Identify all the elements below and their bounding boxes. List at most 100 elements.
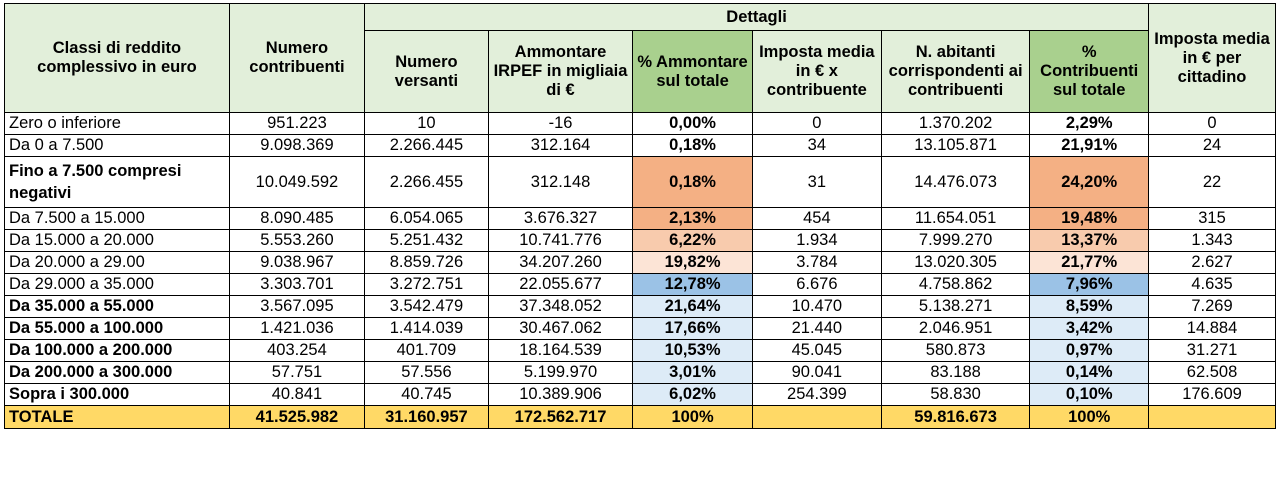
cell-imposta-media: 6.676 — [751, 273, 882, 296]
cell-perc-contribuenti: 19,48% — [1029, 207, 1150, 230]
table-row: Da 20.000 a 29.00 9.038.967 8.859.726 34.20… — [4, 251, 1276, 274]
table-row: Da 29.000 a 35.000 3.303.701 3.272.751 22.0… — [4, 273, 1276, 296]
cell-imposta-media: 34 — [751, 134, 882, 157]
cell-versanti: 40.745 — [364, 383, 489, 406]
cell-totale-label: TOTALE — [4, 405, 230, 429]
cell-abitanti: 11.654.051 — [880, 207, 1031, 230]
cell-versanti: 5.251.432 — [364, 229, 489, 252]
cell-perc-ammontare: 0,18% — [632, 156, 753, 208]
cell-imposta-media: 10.470 — [751, 295, 882, 318]
cell-imposta-media: 3.784 — [751, 251, 882, 274]
cell-versanti: 1.414.039 — [364, 317, 489, 340]
cell-contribuenti: 1.421.036 — [228, 317, 366, 340]
cell-perc-contribuenti: 2,29% — [1029, 112, 1150, 135]
cell-abitanti: 2.046.951 — [880, 317, 1031, 340]
cell-totale-imposta-media — [751, 405, 882, 429]
cell-abitanti: 13.020.305 — [880, 251, 1031, 274]
cell-imposta-media: 90.041 — [751, 361, 882, 384]
cell-ammontare: 34.207.260 — [487, 251, 634, 274]
cell-totale-ammontare: 172.562.717 — [487, 405, 634, 429]
table-row: Fino a 7.500 compresi negativi 10.049.592… — [4, 156, 1276, 208]
cell-imposta-media: 21.440 — [751, 317, 882, 340]
table-row: Da 7.500 a 15.000 8.090.485 6.054.065 3.676… — [4, 207, 1276, 230]
cell-imposta-cittadino: 24 — [1148, 134, 1276, 157]
cell-perc-ammontare: 6,22% — [632, 229, 753, 252]
cell-abitanti: 13.105.871 — [880, 134, 1031, 157]
cell-perc-ammontare: 12,78% — [632, 273, 753, 296]
cell-perc-ammontare: 3,01% — [632, 361, 753, 384]
cell-versanti: 401.709 — [364, 339, 489, 362]
cell-abitanti: 7.999.270 — [880, 229, 1031, 252]
cell-perc-contribuenti: 3,42% — [1029, 317, 1150, 340]
cell-contribuenti: 3.567.095 — [228, 295, 366, 318]
total-row: TOTALE 41.525.982 31.160.957 172.562.717 100… — [4, 405, 1276, 429]
table-row: Da 55.000 a 100.000 1.421.036 1.414.039 30.… — [4, 317, 1276, 340]
cell-abitanti: 14.476.073 — [880, 156, 1031, 208]
cell-imposta-cittadino: 7.269 — [1148, 295, 1276, 318]
cell-classe-reddito: Da 29.000 a 35.000 — [4, 273, 230, 296]
cell-contribuenti: 9.098.369 — [228, 134, 366, 157]
cell-imposta-cittadino: 176.609 — [1148, 383, 1276, 406]
cell-versanti: 2.266.445 — [364, 134, 489, 157]
table-row: Da 200.000 a 300.000 57.751 57.556 5.199.97… — [4, 361, 1276, 384]
irpef-income-classes-table: Classi di reddito complessivo in euro Nu… — [4, 3, 1276, 429]
cell-imposta-media: 254.399 — [751, 383, 882, 406]
table-body: Zero o inferiore 951.223 10 -16 0,00% 0 1.370.… — [4, 112, 1276, 429]
cell-abitanti: 580.873 — [880, 339, 1031, 362]
cell-imposta-cittadino: 1.343 — [1148, 229, 1276, 252]
cell-ammontare: 312.148 — [487, 156, 634, 208]
cell-perc-contribuenti: 21,77% — [1029, 251, 1150, 274]
cell-classe-reddito: Zero o inferiore — [4, 112, 230, 135]
cell-perc-ammontare: 0,00% — [632, 112, 753, 135]
cell-imposta-media: 1.934 — [751, 229, 882, 252]
table-row: Da 100.000 a 200.000 403.254 401.709 18.164… — [4, 339, 1276, 362]
header-imposta-media-cittadino: Imposta media in € per cittadino — [1148, 3, 1276, 113]
cell-totale-imposta-cittadino — [1148, 405, 1276, 429]
cell-abitanti: 5.138.271 — [880, 295, 1031, 318]
cell-classe-reddito: Da 55.000 a 100.000 — [4, 317, 230, 340]
cell-perc-ammontare: 17,66% — [632, 317, 753, 340]
cell-totale-versanti: 31.160.957 — [364, 405, 489, 429]
header-perc-contribuenti: % Contribuenti sul totale — [1029, 30, 1150, 113]
table-row: Zero o inferiore 951.223 10 -16 0,00% 0 1.370.… — [4, 112, 1276, 135]
cell-classe-reddito: Da 15.000 a 20.000 — [4, 229, 230, 252]
cell-ammontare: 10.741.776 — [487, 229, 634, 252]
cell-perc-contribuenti: 0,97% — [1029, 339, 1150, 362]
cell-abitanti: 1.370.202 — [880, 112, 1031, 135]
cell-versanti: 3.542.479 — [364, 295, 489, 318]
header-classi-reddito: Classi di reddito complessivo in euro — [4, 3, 230, 113]
cell-imposta-cittadino: 14.884 — [1148, 317, 1276, 340]
cell-imposta-cittadino: 4.635 — [1148, 273, 1276, 296]
cell-versanti: 57.556 — [364, 361, 489, 384]
cell-ammontare: 37.348.052 — [487, 295, 634, 318]
cell-ammontare: 5.199.970 — [487, 361, 634, 384]
cell-totale-abitanti: 59.816.673 — [880, 405, 1031, 429]
cell-contribuenti: 10.049.592 — [228, 156, 366, 208]
cell-perc-ammontare: 19,82% — [632, 251, 753, 274]
cell-contribuenti: 40.841 — [228, 383, 366, 406]
cell-ammontare: -16 — [487, 112, 634, 135]
cell-ammontare: 3.676.327 — [487, 207, 634, 230]
cell-ammontare: 312.164 — [487, 134, 634, 157]
header-numero-contribuenti: Numero contribuenti — [228, 3, 366, 113]
cell-perc-contribuenti: 0,10% — [1029, 383, 1150, 406]
cell-abitanti: 58.830 — [880, 383, 1031, 406]
table-row: Da 15.000 a 20.000 5.553.260 5.251.432 10.7… — [4, 229, 1276, 252]
cell-perc-ammontare: 21,64% — [632, 295, 753, 318]
cell-totale-contribuenti: 41.525.982 — [228, 405, 366, 429]
cell-abitanti: 4.758.862 — [880, 273, 1031, 296]
cell-versanti: 8.859.726 — [364, 251, 489, 274]
cell-perc-contribuenti: 7,96% — [1029, 273, 1150, 296]
cell-perc-contribuenti: 8,59% — [1029, 295, 1150, 318]
cell-imposta-media: 454 — [751, 207, 882, 230]
header-dettagli: Dettagli — [364, 3, 1150, 31]
cell-perc-ammontare: 2,13% — [632, 207, 753, 230]
cell-contribuenti: 57.751 — [228, 361, 366, 384]
cell-versanti: 6.054.065 — [364, 207, 489, 230]
cell-imposta-cittadino: 315 — [1148, 207, 1276, 230]
cell-totale-perc-ammontare: 100% — [632, 405, 753, 429]
cell-classe-reddito: Fino a 7.500 compresi negativi — [4, 156, 230, 208]
header-imposta-media-contribuente: Imposta media in € x contribuente — [751, 30, 882, 113]
cell-classe-reddito: Da 200.000 a 300.000 — [4, 361, 230, 384]
cell-versanti: 3.272.751 — [364, 273, 489, 296]
